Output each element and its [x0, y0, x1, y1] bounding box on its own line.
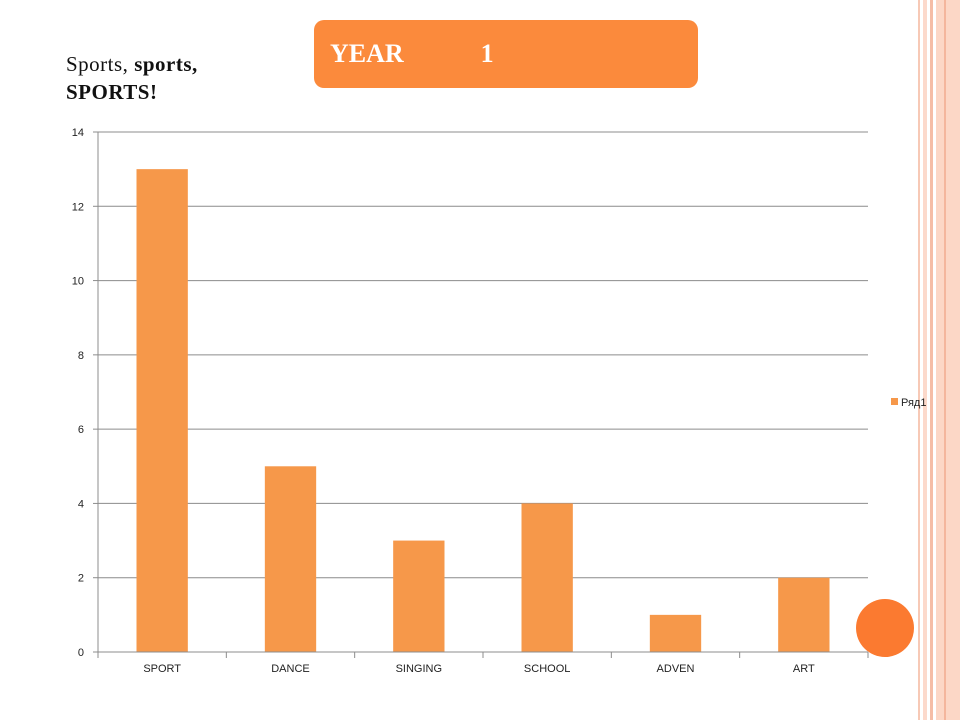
x-tick-label: DANCE — [271, 663, 310, 675]
y-tick-label: 6 — [78, 424, 84, 436]
bar-dance — [264, 466, 317, 652]
legend: Ряд1 — [891, 397, 926, 409]
bar-layer — [136, 169, 830, 652]
decor-stripe-2 — [923, 0, 927, 720]
decor-stripe-5 — [944, 0, 946, 720]
legend-swatch — [891, 398, 898, 405]
subtitle-part-1: Sports, — [66, 52, 129, 76]
x-tick-label: ADVEN — [657, 663, 695, 675]
title-number: 1 — [480, 39, 494, 68]
bar-art — [778, 577, 830, 652]
legend-label: Ряд1 — [901, 397, 926, 409]
bar-school — [521, 503, 573, 652]
y-tick-label: 0 — [78, 647, 84, 659]
y-tick-label: 4 — [78, 498, 84, 510]
decor-stripe-3 — [930, 0, 933, 720]
x-tick-label: SCHOOL — [524, 663, 570, 675]
grid-layer — [98, 131, 868, 579]
x-tick-label: SPORT — [143, 663, 181, 675]
y-tick-label: 2 — [78, 573, 84, 585]
decor-circle — [856, 599, 914, 657]
y-tick-label: 12 — [72, 201, 84, 213]
x-tick-label: SINGING — [396, 663, 442, 675]
subtitle-part-3: SPORTS! — [66, 80, 158, 104]
title-word: YEAR — [330, 39, 404, 68]
y-tick-label: 8 — [78, 350, 84, 362]
title-banner: YEAR 1 — [314, 20, 698, 88]
decor-stripe-1 — [918, 0, 920, 720]
y-tick-label: 10 — [72, 276, 84, 288]
bar-sport — [136, 169, 188, 652]
axis-layer: 0 2 4 6 8 10 12 14 SPORT DANCE SINGING SCHOOL ADVEN A… — [72, 127, 869, 675]
bar-singing — [393, 540, 445, 652]
bar-adven — [649, 614, 702, 652]
x-tick-label: ART — [793, 663, 815, 675]
y-tick-label: 14 — [72, 127, 84, 139]
page-subtitle: Sports, sports, SPORTS! — [66, 50, 198, 106]
subtitle-part-2: sports, — [134, 52, 198, 76]
decor-stripe-4 — [936, 0, 960, 720]
